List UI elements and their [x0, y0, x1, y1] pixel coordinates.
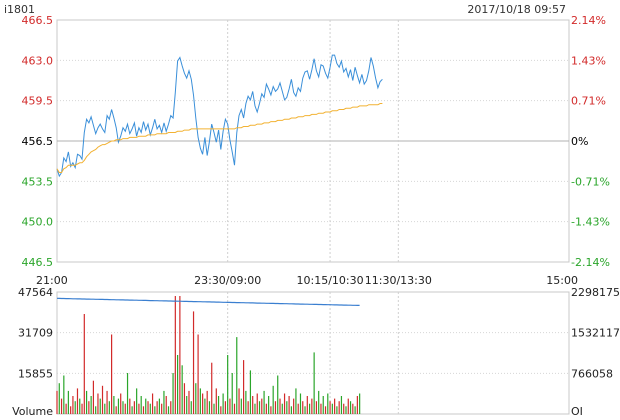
pct-tick-label: 1.43%	[571, 54, 606, 67]
price-left-ticks: 466.5 463.0 459.5 456.5 453.5 450.0 446.5	[22, 14, 54, 269]
price-right-ticks: 2.14% 1.43% 0.71% 0% -0.71% -1.43% -2.14%	[571, 14, 610, 269]
average-series-line	[56, 103, 383, 173]
price-lines	[56, 54, 383, 178]
price-tick-label: 456.5	[22, 135, 54, 148]
volume-right-ticks: 2298175 1532117 766058 OI	[571, 286, 620, 418]
pct-tick-label: 0%	[571, 135, 588, 148]
pct-tick-label: -0.71%	[571, 175, 610, 188]
time-axis-label: 23:30/09:00	[194, 274, 261, 287]
time-axis-label: 21:00	[36, 274, 68, 287]
volume-left-ticks: 47564 31709 15855 Volume	[12, 286, 53, 418]
volume-panel-frame	[56, 291, 570, 415]
price-panel: 466.5 463.0 459.5 456.5 453.5 450.0 446.5 2.14…	[22, 14, 610, 269]
volume-bars	[56, 296, 361, 414]
oi-tick-label: 1532117	[571, 327, 620, 340]
price-tick-label: 450.0	[22, 216, 54, 229]
time-axis-label: 10:15/10:30	[297, 274, 364, 287]
volume-tick-label: 15855	[18, 367, 53, 380]
volume-tick-label: Volume	[12, 405, 53, 418]
oi-tick-label: 2298175	[571, 286, 620, 299]
volume-grid	[57, 292, 569, 414]
pct-tick-label: -2.14%	[571, 256, 610, 269]
pct-tick-label: 2.14%	[571, 14, 606, 27]
oi-line	[56, 297, 360, 306]
datetime-label: 2017/10/18 09:57	[467, 3, 566, 16]
price-tick-label: 453.5	[22, 175, 54, 188]
price-grid	[57, 20, 569, 262]
symbol-label: i1801	[4, 3, 35, 16]
pct-tick-label: 0.71%	[571, 95, 606, 108]
price-tick-label: 466.5	[22, 14, 54, 27]
volume-panel: 47564 31709 15855 Volume 2298175 1532117 7660…	[12, 286, 620, 418]
pct-tick-label: -1.43%	[571, 216, 610, 229]
volume-tick-label: 47564	[18, 286, 53, 299]
oi-tick-label: 766058	[571, 367, 613, 380]
oi-series-line	[56, 297, 360, 306]
price-tick-label: 459.5	[22, 95, 54, 108]
price-series-line	[56, 54, 383, 178]
volume-tick-label: 31709	[18, 327, 53, 340]
oi-tick-label: OI	[571, 405, 583, 418]
price-tick-label: 446.5	[22, 256, 54, 269]
time-axis-label: 11:30/13:30	[365, 274, 432, 287]
price-tick-label: 463.0	[22, 54, 54, 67]
time-axis-label: 15:00	[546, 274, 578, 287]
time-axis: 21:00 23:30/09:00 10:15/10:30 11:30/13:30 15…	[36, 274, 578, 287]
